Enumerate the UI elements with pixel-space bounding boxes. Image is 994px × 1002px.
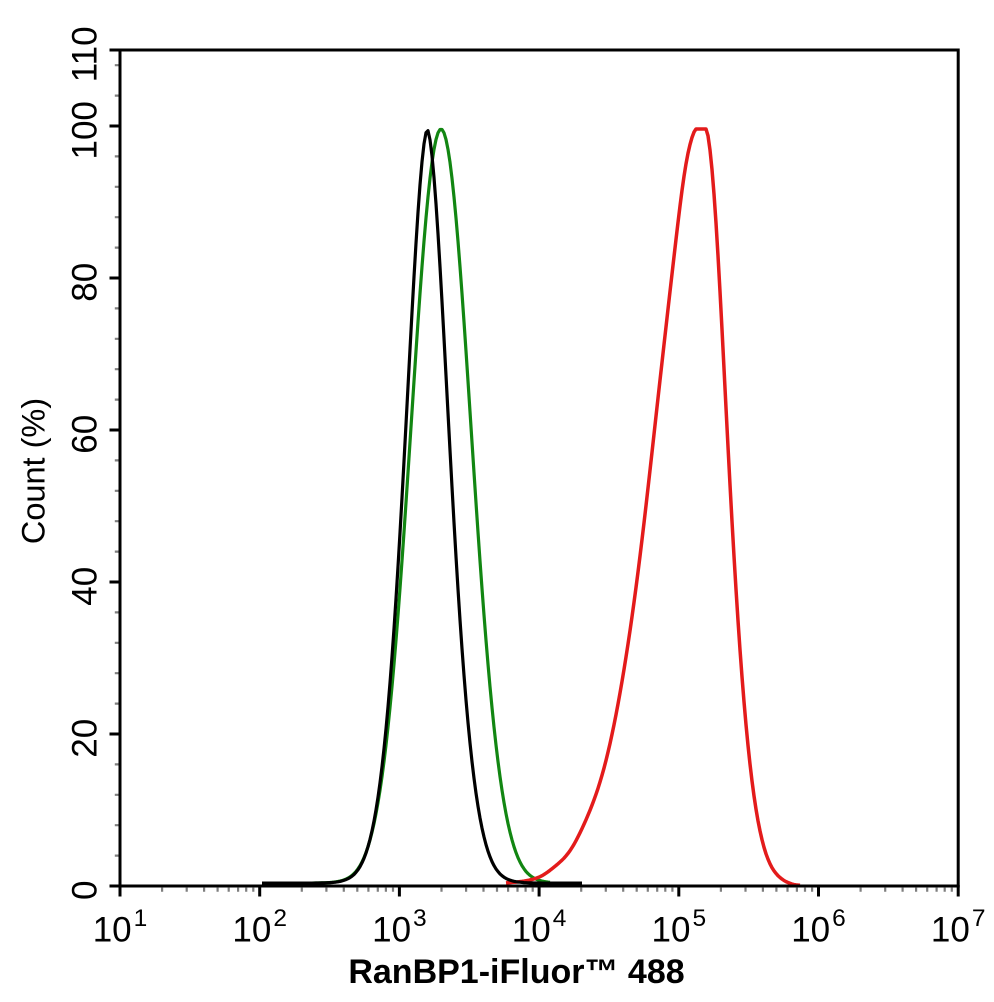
svg-text:60: 60 (65, 415, 104, 454)
svg-text:100: 100 (65, 101, 104, 159)
svg-text:40: 40 (65, 567, 104, 606)
svg-text:80: 80 (65, 263, 104, 302)
svg-text:Count (%): Count (%) (16, 398, 52, 544)
svg-text:110: 110 (65, 26, 104, 82)
svg-text:0: 0 (65, 881, 104, 900)
svg-text:RanBP1-iFluor™ 488: RanBP1-iFluor™ 488 (348, 953, 684, 991)
svg-text:20: 20 (65, 719, 104, 758)
